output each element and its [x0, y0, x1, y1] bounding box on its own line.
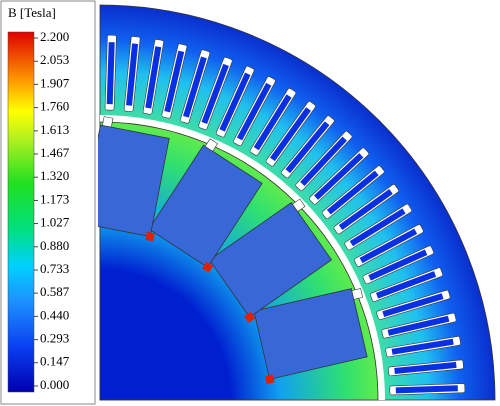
slot-winding	[145, 46, 162, 109]
tick-label: 0.147	[40, 354, 70, 369]
colorbar	[7, 31, 35, 393]
air-gap-notch	[351, 288, 363, 300]
tick-label: 2.200	[40, 29, 69, 44]
slot-winding	[338, 189, 393, 231]
slot	[161, 43, 188, 119]
air-gap-notch	[102, 116, 114, 128]
field-plot	[98, 0, 500, 406]
slot	[362, 245, 434, 285]
slot-winding	[285, 121, 330, 174]
slot-winding	[126, 43, 139, 106]
slot	[281, 115, 335, 179]
slot	[249, 88, 297, 156]
slot	[104, 34, 117, 111]
slot-winding	[382, 293, 444, 317]
slot-winding	[236, 82, 272, 141]
slot-winding	[395, 385, 458, 394]
tick-label: 1.320	[40, 168, 69, 183]
magnet-shape	[148, 144, 263, 268]
tick-label: 1.467	[40, 145, 70, 160]
tick-label: 0.293	[40, 331, 69, 346]
slot	[142, 39, 164, 115]
magnet-hot	[244, 311, 256, 323]
slot	[388, 359, 464, 377]
slot-winding	[326, 170, 379, 215]
slot-winding	[368, 249, 428, 281]
magnet-hot	[264, 374, 275, 385]
slot-winding	[375, 271, 437, 299]
magnet	[98, 116, 170, 242]
slot-winding	[253, 94, 292, 151]
magnet	[208, 198, 333, 323]
air-gap-notch	[204, 138, 218, 152]
slot-winding	[313, 153, 364, 200]
tick-label: 1.760	[40, 99, 69, 114]
slot	[295, 131, 353, 191]
slot	[344, 203, 412, 251]
tick-label: 0.587	[40, 284, 70, 299]
tick-label: 1.027	[40, 215, 70, 230]
magnet-hot	[202, 261, 214, 273]
slot-winding	[219, 72, 251, 132]
slot	[381, 312, 457, 339]
slot	[309, 147, 369, 205]
tick-label: 1.613	[40, 122, 69, 137]
magnet	[148, 138, 263, 273]
slot	[389, 383, 466, 396]
tick-label: 0.440	[40, 307, 69, 322]
magnet-shape	[98, 124, 170, 238]
magnet-shape	[208, 201, 333, 318]
slot-winding	[349, 208, 406, 247]
slot	[198, 57, 233, 130]
slot-winding	[164, 50, 185, 113]
tick-label: 1.173	[40, 191, 69, 206]
slot	[233, 76, 276, 146]
slot	[123, 36, 141, 112]
slot	[376, 289, 451, 320]
tick-label: 0.880	[40, 238, 69, 253]
tick-label: 2.053	[40, 52, 69, 67]
slot	[354, 224, 424, 267]
slot	[180, 49, 211, 124]
legend-title: B [Tesla]	[8, 5, 56, 20]
slot	[321, 165, 385, 219]
tick-label: 1.907	[40, 75, 70, 90]
slot-winding	[391, 338, 454, 355]
slot-winding	[269, 107, 311, 162]
slot-winding	[387, 315, 450, 336]
slot-winding	[359, 228, 418, 264]
magnet-shape	[253, 288, 368, 380]
slot-winding	[106, 42, 115, 105]
tick-label: 0.733	[40, 261, 69, 276]
slot-winding	[300, 136, 347, 187]
slot-winding	[394, 361, 457, 374]
magnet-hot	[145, 231, 155, 242]
slot-winding	[201, 63, 229, 125]
tick-label: 0.000	[40, 377, 69, 392]
slot	[385, 336, 461, 358]
slot	[333, 184, 399, 235]
slot	[265, 101, 316, 167]
magnet	[253, 288, 368, 385]
slot	[215, 66, 255, 138]
slot-winding	[183, 56, 207, 118]
air-gap-notch	[292, 198, 306, 212]
slot	[370, 267, 443, 302]
